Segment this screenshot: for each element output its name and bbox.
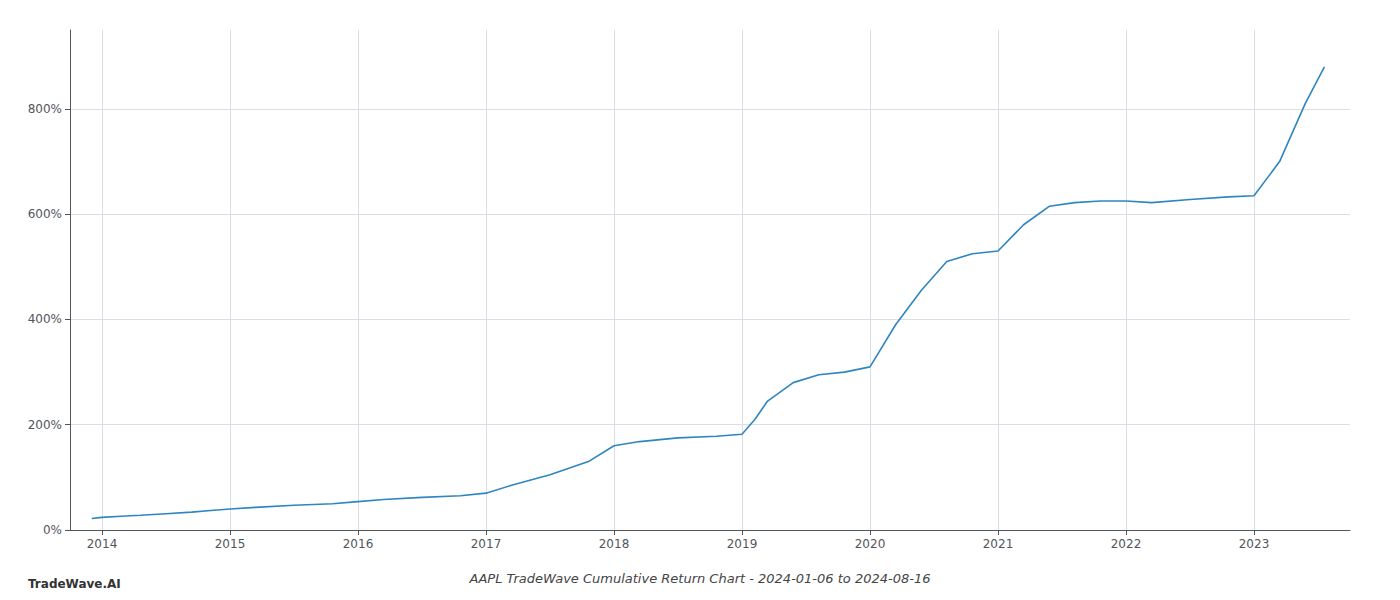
svg-text:2017: 2017: [471, 537, 502, 551]
svg-text:0%: 0%: [43, 523, 62, 537]
svg-text:2018: 2018: [599, 537, 630, 551]
svg-text:200%: 200%: [28, 418, 62, 432]
svg-text:2023: 2023: [1239, 537, 1270, 551]
svg-text:800%: 800%: [28, 102, 62, 116]
svg-text:2014: 2014: [87, 537, 118, 551]
svg-text:400%: 400%: [28, 312, 62, 326]
svg-text:AAPL TradeWave Cumulative Retu: AAPL TradeWave Cumulative Return Chart -…: [469, 571, 931, 586]
svg-text:600%: 600%: [28, 207, 62, 221]
svg-text:2019: 2019: [727, 537, 758, 551]
svg-text:TradeWave.AI: TradeWave.AI: [28, 577, 121, 591]
svg-text:2021: 2021: [983, 537, 1014, 551]
svg-text:2022: 2022: [1111, 537, 1142, 551]
svg-text:2016: 2016: [343, 537, 374, 551]
svg-text:2020: 2020: [855, 537, 886, 551]
svg-text:2015: 2015: [215, 537, 246, 551]
